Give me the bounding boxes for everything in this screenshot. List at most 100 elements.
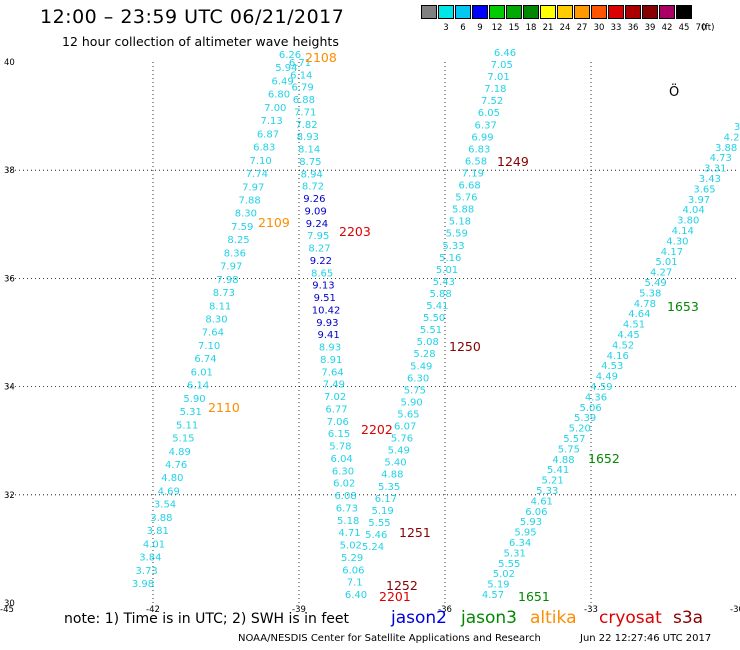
latitude-label: 38	[4, 166, 15, 176]
wave-height-value: 7.18	[484, 84, 506, 95]
wave-height-value: 5.75	[558, 444, 580, 455]
color-scale-swatch	[591, 5, 607, 19]
wave-height-value: 7.01	[487, 72, 509, 83]
wave-height-value: 6.88	[293, 95, 315, 106]
wave-height-value: 5.01	[655, 257, 677, 268]
wave-height-value: 5.43	[433, 277, 455, 288]
longitude-label: -30	[730, 605, 740, 615]
wave-height-value: 6.83	[253, 143, 275, 154]
wave-height-value: 4.88	[552, 455, 574, 466]
color-scale-label: 21	[542, 23, 554, 33]
wave-height-value: 6.73	[336, 503, 358, 514]
color-scale-swatch	[455, 5, 471, 19]
wave-height-value: 7.97	[242, 182, 264, 193]
color-scale-swatch	[676, 5, 692, 19]
wave-height-value: 6.77	[325, 404, 347, 415]
wave-height-value: 5.18	[337, 516, 359, 527]
color-scale-swatch	[642, 5, 658, 19]
wave-height-value: 5.55	[368, 518, 390, 529]
wave-height-value: 5.08	[417, 337, 439, 348]
wave-height-value: 7.88	[238, 195, 260, 206]
wave-height-value: 6.80	[268, 90, 290, 101]
wave-height-value: 5.51	[420, 325, 442, 336]
wave-height-value: 5.57	[563, 434, 585, 445]
pass-time-label: 1252	[386, 578, 418, 593]
wave-height-value: 7.98	[216, 275, 238, 286]
wave-height-value: 3.81	[147, 526, 169, 537]
wave-height-value: 6.49	[272, 76, 294, 87]
wave-height-value: 5.88	[429, 289, 451, 300]
wave-height-value: 4.45	[617, 330, 639, 341]
wave-height-value: 4.49	[596, 372, 618, 383]
wave-height-value: 4.2	[724, 132, 740, 143]
wave-height-value: 4.76	[165, 460, 187, 471]
pass-time-label: 2110	[208, 400, 240, 415]
color-scale-swatch	[557, 5, 573, 19]
wave-height-value: 5.90	[183, 394, 205, 405]
wave-height-value: 5.33	[536, 486, 558, 497]
wave-height-value: 5.01	[436, 265, 458, 276]
wave-height-value: 5.93	[520, 517, 542, 528]
wave-height-value: 8.91	[320, 355, 342, 366]
longitude-label: -42	[146, 605, 160, 615]
color-scale-unit: (ft)	[701, 23, 715, 33]
page-title: 12:00 – 23:59 UTC 06/21/2017	[40, 6, 345, 28]
wave-height-value: 9.41	[318, 330, 340, 341]
latitude-label: 40	[4, 58, 15, 68]
wave-height-value: 7.06	[327, 417, 349, 428]
wave-height-value: 8.93	[297, 132, 319, 143]
wave-height-value: 4.36	[585, 392, 607, 403]
wave-height-value: 5.06	[579, 403, 601, 414]
color-scale-label: 15	[508, 23, 520, 33]
latitude-label: 32	[4, 491, 15, 501]
legend-altika: altika	[530, 608, 577, 628]
wave-height-value: 6.34	[509, 538, 531, 549]
wave-height-value: 5.78	[329, 442, 351, 453]
wave-height-value: 6.74	[194, 354, 216, 365]
color-scale-swatch	[659, 5, 675, 19]
wave-height-value: 5.02	[340, 541, 362, 552]
wave-height-value: 5.59	[446, 229, 468, 240]
wave-height-value: 6.58	[465, 156, 487, 167]
pass-time-label: 2202	[361, 422, 393, 437]
wave-height-value: 7.05	[491, 60, 513, 71]
wave-height-value: 9.22	[310, 256, 332, 267]
color-scale-swatch	[540, 5, 556, 19]
wave-height-value: 8.72	[302, 182, 324, 193]
wave-height-value: 6.46	[494, 48, 516, 59]
wave-height-value: 3.84	[139, 553, 161, 564]
wave-height-value: 9.51	[314, 293, 336, 304]
legend-jason3: jason3	[461, 608, 517, 628]
wave-height-value: 4.04	[682, 205, 704, 216]
wave-height-value: 5.95	[514, 528, 536, 539]
wave-height-value: 4.61	[531, 496, 553, 507]
pass-time-label: 2108	[305, 50, 337, 65]
wave-height-value: 6.08	[334, 491, 356, 502]
pass-time-label: 1249	[497, 154, 529, 169]
wave-height-value: 6.06	[525, 507, 547, 518]
legend-cryosat: cryosat	[599, 608, 662, 628]
color-scale-label: 24	[559, 23, 571, 33]
wave-height-value: 7.64	[202, 328, 224, 339]
wave-height-value: 5.19	[487, 580, 509, 591]
color-scale-label: 9	[477, 23, 483, 33]
color-scale-swatch	[523, 5, 539, 19]
wave-height-value: 4.78	[634, 299, 656, 310]
wave-height-value: 4.88	[381, 470, 403, 481]
latitude-label: 30	[4, 599, 15, 609]
wave-height-value: 6.02	[333, 479, 355, 490]
wave-height-value: 6.14	[290, 70, 312, 81]
wave-height-value: 5.90	[401, 397, 423, 408]
color-scale-swatch	[506, 5, 522, 19]
color-scale-label: 6	[460, 23, 466, 33]
wave-height-value: 9.13	[312, 281, 334, 292]
pass-time-label: 2109	[258, 215, 290, 230]
color-scale-label: 36	[627, 23, 639, 33]
wave-height-value: 5.41	[426, 301, 448, 312]
wave-height-value: 5.75	[404, 385, 426, 396]
wave-height-value: 9.09	[304, 206, 326, 217]
color-scale-label: 27	[576, 23, 588, 33]
wave-height-value: 6.30	[332, 466, 354, 477]
pass-time-label: 2203	[339, 224, 371, 239]
color-scale-swatch	[608, 5, 624, 19]
